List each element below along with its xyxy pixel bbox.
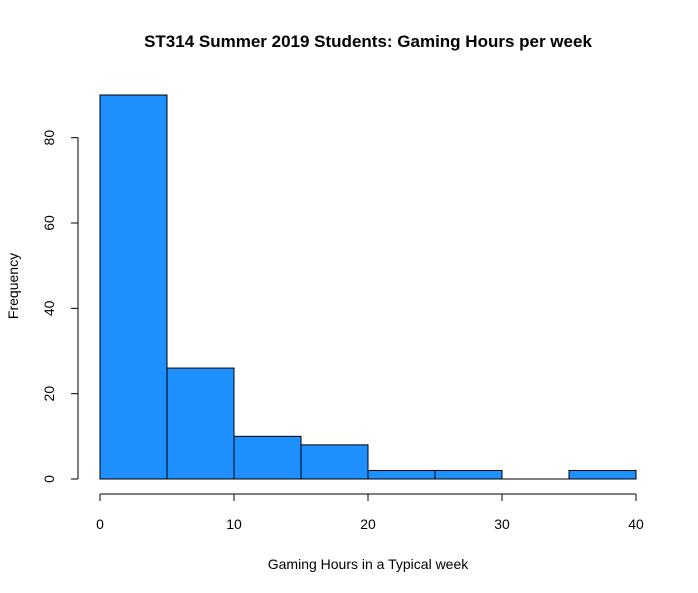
x-axis-label: Gaming Hours in a Typical week [268,556,469,572]
bars-group [99,94,637,480]
histogram-bar [367,469,436,480]
y-tick-label: 0 [41,475,57,483]
y-tick-label: 80 [41,130,57,146]
x-tick-label: 20 [360,516,376,532]
x-tick-label: 40 [628,516,644,532]
y-axis-label: Frequency [5,253,21,319]
x-tick-label: 0 [96,516,104,532]
x-tick-label: 10 [226,516,242,532]
histogram-bar [166,367,235,480]
histogram-bar [99,94,168,480]
histogram-bar [434,469,503,480]
histogram-bar [568,469,637,480]
y-tick-label: 20 [41,386,57,402]
y-tick-label: 60 [41,215,57,231]
y-axis: 0 20 40 60 80 [41,130,79,483]
x-axis: 0 10 20 30 40 [96,493,644,532]
histogram-bar [300,444,369,480]
y-tick-label: 40 [41,300,57,316]
chart-title: ST314 Summer 2019 Students: Gaming Hours… [144,32,592,51]
x-tick-label: 30 [494,516,510,532]
histogram-bar [233,435,302,480]
